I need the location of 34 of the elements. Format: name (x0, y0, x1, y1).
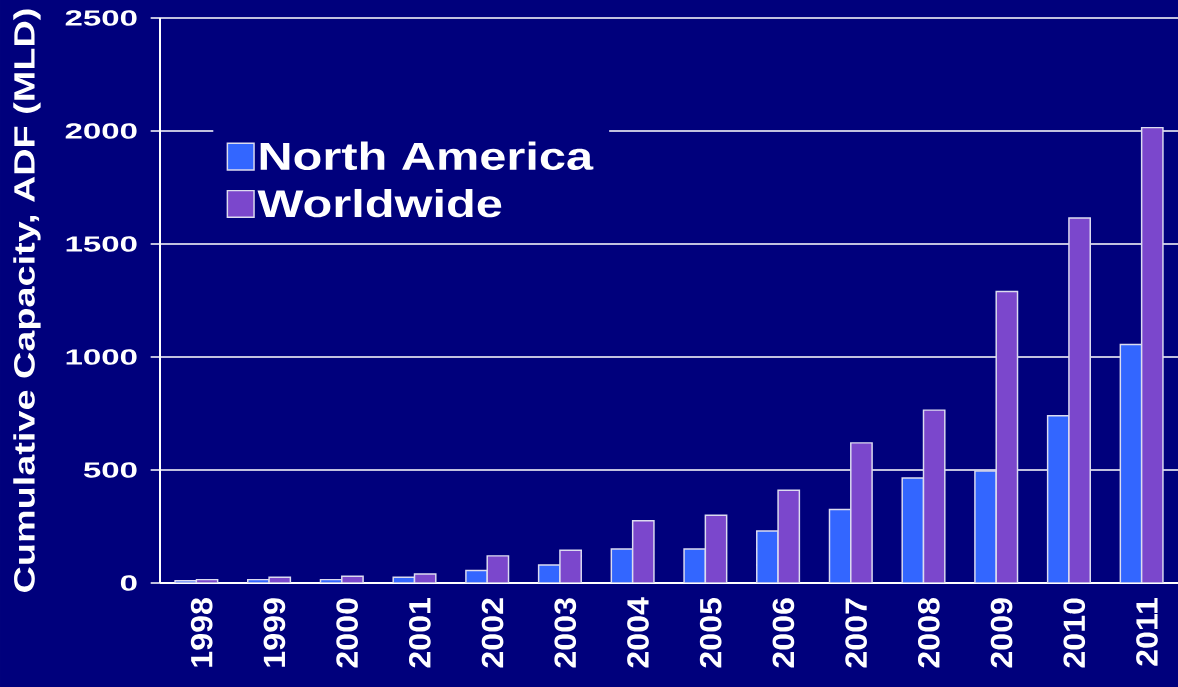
bar (777, 489, 801, 583)
bar (901, 477, 925, 583)
bar (995, 290, 1019, 583)
x-tick-label: 2009 (990, 598, 1013, 668)
bar (922, 409, 946, 583)
x-tick-label: 2001 (408, 597, 431, 668)
bar (1046, 415, 1070, 583)
x-tick-label: 1999 (263, 598, 286, 667)
bar (1068, 217, 1091, 583)
y-tick-label: 2500 (65, 10, 137, 26)
x-tick-label: 2008 (917, 598, 940, 668)
x-tick-label: 2011 (1136, 597, 1158, 666)
y-tick-label: 1000 (66, 349, 137, 365)
x-tick-label: 2003 (554, 598, 577, 668)
x-tick-label: 2006 (772, 598, 795, 668)
legend-label: North America (260, 141, 594, 170)
y-tick-label: 1500 (66, 236, 137, 252)
bar (1140, 126, 1164, 583)
x-tick-label: 2005 (699, 597, 722, 668)
legend-label: Worldwide (257, 188, 502, 218)
y-axis-title: Cumulative Capacity, ADF (MLD) (13, 9, 41, 592)
x-tick-label: 2002 (481, 598, 504, 668)
x-tick-label: 2004 (627, 597, 649, 668)
bar (631, 520, 655, 583)
x-tick-label: 2007 (845, 598, 867, 668)
y-tick-label: 500 (83, 462, 137, 478)
bar (828, 508, 852, 583)
x-tick-label: 1998 (190, 598, 213, 667)
y-tick-label: 0 (120, 575, 137, 591)
x-tick-label: 2010 (1063, 598, 1086, 668)
y-tick-label: 2000 (65, 123, 137, 139)
bar (1119, 343, 1143, 583)
bar (704, 514, 728, 583)
x-tick-label: 2000 (336, 598, 358, 668)
